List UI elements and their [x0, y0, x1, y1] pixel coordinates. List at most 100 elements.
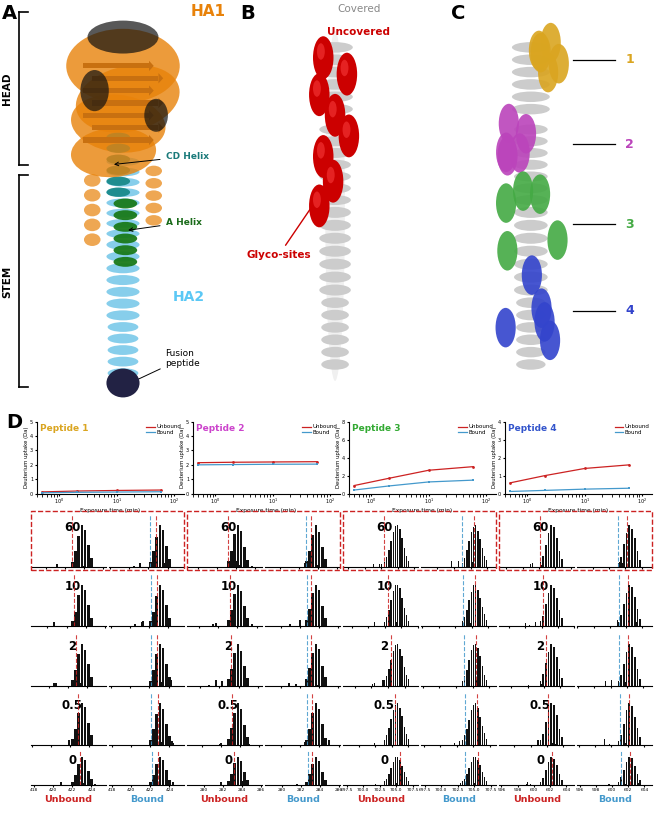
- Bar: [388, 741, 389, 745]
- Bar: [475, 625, 476, 626]
- Bar: [324, 780, 327, 785]
- Bar: [305, 679, 307, 686]
- Bar: [556, 657, 558, 686]
- Bar: [561, 559, 563, 567]
- Bar: [466, 743, 467, 745]
- Ellipse shape: [514, 183, 548, 193]
- Bar: [631, 758, 633, 785]
- Bar: [631, 647, 633, 686]
- Bar: [315, 525, 317, 567]
- Circle shape: [516, 114, 536, 154]
- Bar: [545, 770, 547, 785]
- Bar: [318, 709, 321, 745]
- Bar: [374, 622, 375, 626]
- Bar: [316, 565, 318, 567]
- Bar: [477, 760, 479, 785]
- Ellipse shape: [321, 334, 349, 345]
- Bar: [90, 558, 93, 567]
- Bar: [81, 703, 83, 745]
- Bar: [624, 784, 625, 785]
- Text: 0: 0: [380, 754, 388, 767]
- Bar: [251, 566, 252, 567]
- Circle shape: [495, 308, 516, 348]
- Bar: [324, 738, 327, 745]
- Bar: [308, 551, 311, 567]
- Bar: [163, 562, 165, 567]
- Circle shape: [497, 231, 518, 270]
- Ellipse shape: [106, 144, 130, 153]
- Ellipse shape: [317, 92, 353, 102]
- Bar: [87, 545, 89, 567]
- Bar: [553, 705, 555, 745]
- Bar: [462, 681, 463, 686]
- Ellipse shape: [514, 245, 548, 257]
- Bar: [468, 600, 470, 626]
- Ellipse shape: [514, 195, 548, 205]
- Bar: [289, 624, 291, 626]
- Ellipse shape: [319, 171, 351, 181]
- Ellipse shape: [106, 132, 130, 142]
- Polygon shape: [158, 98, 163, 108]
- Bar: [237, 525, 239, 567]
- Bar: [561, 737, 563, 745]
- Circle shape: [313, 37, 334, 79]
- Bar: [466, 670, 468, 686]
- Ellipse shape: [319, 160, 351, 170]
- Ellipse shape: [84, 189, 101, 201]
- Ellipse shape: [514, 285, 548, 295]
- Bar: [246, 618, 249, 626]
- Bar: [305, 562, 307, 567]
- Bar: [468, 768, 470, 785]
- Text: 0.5: 0.5: [374, 699, 395, 712]
- Bar: [240, 709, 242, 745]
- Bar: [473, 706, 474, 745]
- Ellipse shape: [325, 31, 345, 381]
- Ellipse shape: [516, 298, 545, 308]
- Bar: [399, 588, 401, 626]
- Bar: [390, 720, 392, 745]
- Bar: [318, 649, 321, 686]
- X-axis label: Exposure time (min): Exposure time (min): [80, 508, 141, 513]
- Bar: [639, 679, 641, 686]
- Bar: [551, 525, 552, 567]
- Bar: [388, 610, 390, 626]
- Bar: [53, 622, 55, 626]
- Bar: [460, 783, 461, 785]
- Bar: [625, 533, 627, 567]
- Ellipse shape: [321, 347, 349, 358]
- Bar: [307, 740, 309, 745]
- Bar: [308, 774, 311, 785]
- Circle shape: [340, 60, 348, 77]
- Bar: [637, 622, 638, 626]
- Bar: [539, 782, 541, 785]
- Bar: [76, 621, 78, 626]
- Bar: [406, 556, 407, 567]
- Bar: [462, 621, 463, 626]
- Ellipse shape: [319, 285, 351, 295]
- Bar: [482, 726, 483, 745]
- Bar: [623, 544, 625, 567]
- Bar: [462, 740, 463, 745]
- Bar: [315, 743, 317, 745]
- Bar: [539, 740, 541, 745]
- Bar: [242, 781, 244, 785]
- Bar: [248, 683, 249, 686]
- Bar: [83, 63, 149, 68]
- Bar: [154, 622, 156, 626]
- Bar: [632, 781, 633, 785]
- Ellipse shape: [114, 199, 137, 209]
- Bar: [561, 618, 563, 626]
- Bar: [605, 681, 606, 686]
- Bar: [618, 622, 620, 626]
- Bar: [246, 560, 249, 567]
- Bar: [609, 744, 610, 745]
- Bar: [316, 685, 317, 686]
- Bar: [230, 551, 233, 567]
- Bar: [529, 625, 530, 626]
- Bar: [74, 564, 76, 567]
- Bar: [620, 557, 622, 567]
- Bar: [545, 740, 546, 745]
- Circle shape: [309, 73, 330, 116]
- Bar: [484, 777, 486, 785]
- Ellipse shape: [80, 70, 109, 111]
